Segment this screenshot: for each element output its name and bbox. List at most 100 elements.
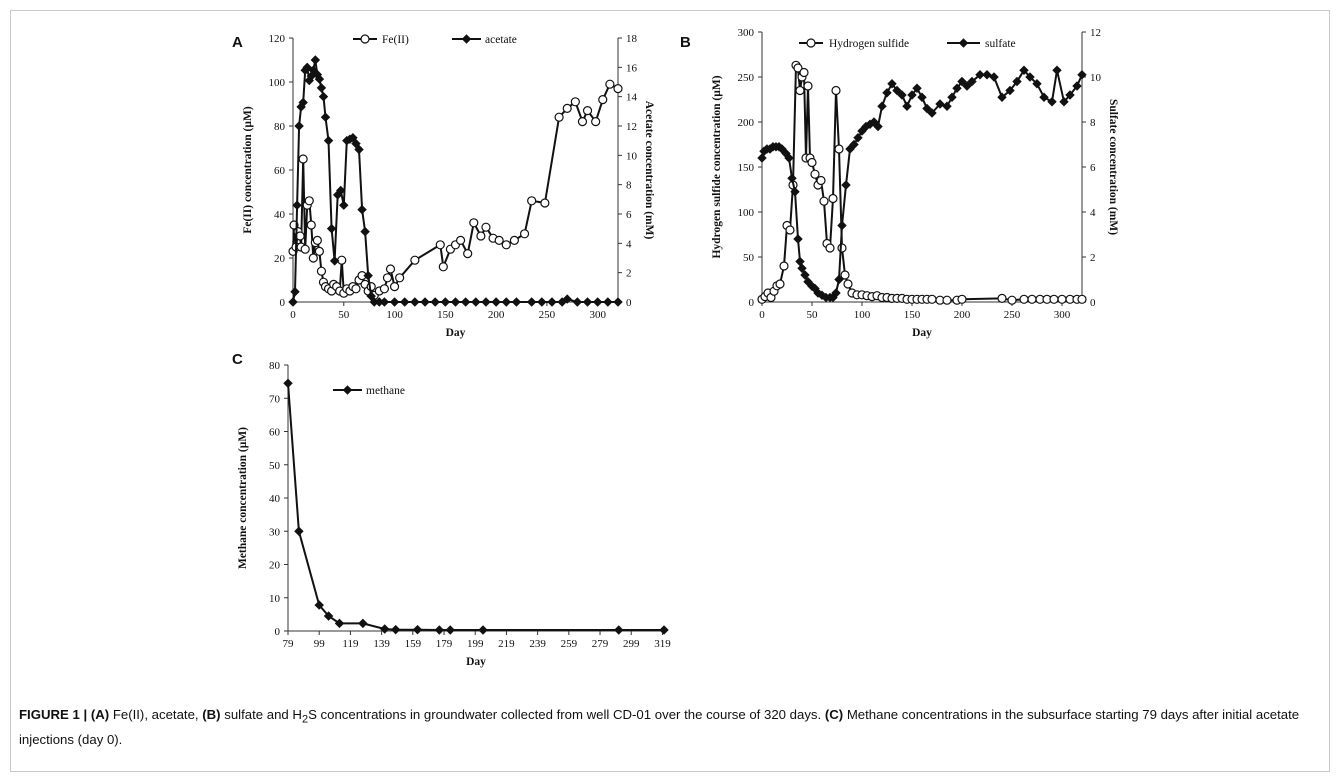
data-point [779, 261, 789, 271]
y-tick-label: 40 [269, 493, 281, 505]
data-point [455, 235, 466, 245]
data-point [927, 108, 937, 118]
data-point [1007, 295, 1017, 305]
y2-tick-label: 12 [1090, 27, 1101, 39]
y2-tick-label: 0 [626, 297, 632, 309]
x-axis-title: Day [912, 327, 932, 339]
data-point [841, 180, 851, 190]
data-point [1025, 72, 1035, 82]
data-point [790, 187, 800, 197]
data-point [314, 74, 325, 84]
data-point [877, 101, 887, 111]
data-point [873, 121, 883, 132]
data-point [318, 91, 329, 102]
y2-tick-label: 6 [1090, 162, 1096, 174]
data-point [438, 262, 448, 272]
y-tick-label: 0 [749, 297, 755, 309]
data-point [300, 244, 310, 254]
y2-tick-label: 12 [626, 121, 637, 133]
x-tick-label: 119 [342, 638, 359, 650]
y-tick-label: 0 [280, 297, 286, 309]
data-point [807, 157, 817, 168]
data-point [613, 83, 623, 94]
data-point [292, 200, 302, 210]
x-tick-label: 219 [498, 638, 515, 650]
data-point [460, 297, 471, 307]
legend-label: Fe(II) [382, 34, 409, 46]
data-point [902, 101, 912, 111]
x-tick-label: 200 [954, 309, 971, 321]
data-point [997, 293, 1007, 303]
data-point [527, 196, 537, 206]
data-point [828, 193, 838, 204]
data-point [326, 223, 337, 234]
series-line-methane [287, 383, 664, 631]
data-point [793, 234, 803, 244]
data-point [922, 103, 932, 114]
y2-tick-label: 8 [1090, 117, 1096, 129]
data-point [469, 218, 479, 228]
panel-b: B 0 50 100 150 200 250 300 0 50 100 150 200 250 300 0 2 4… [680, 27, 1119, 339]
data-point [810, 169, 820, 179]
caption-c-tag: (C) [824, 707, 844, 722]
data-point [962, 81, 972, 91]
legend-marker [806, 38, 816, 48]
data-point [1065, 90, 1075, 100]
data-point [989, 72, 999, 82]
y-tick-label: 50 [269, 460, 281, 472]
data-point [294, 526, 304, 536]
y-tick-label: 60 [269, 427, 281, 439]
x-tick-label: 99 [314, 638, 326, 650]
x-tick-label: 0 [759, 309, 765, 321]
data-point [308, 253, 318, 263]
data-point [1005, 85, 1015, 96]
data-point [435, 240, 445, 250]
y2-tick-label: 4 [1090, 207, 1096, 219]
y-tick-label: 300 [738, 27, 755, 39]
data-point [795, 256, 805, 267]
data-point [572, 297, 583, 307]
data-point [825, 243, 835, 253]
data-point [1032, 79, 1042, 89]
y2-tick-label: 10 [626, 150, 638, 162]
y-tick-label: 80 [269, 360, 281, 372]
data-point [298, 97, 308, 108]
data-point [501, 297, 512, 307]
x-tick-label: 179 [436, 638, 453, 650]
panel-letter: C [232, 351, 243, 368]
data-point [817, 290, 827, 300]
data-point [316, 266, 327, 276]
data-point [562, 294, 572, 304]
data-point [323, 135, 334, 146]
data-point [591, 116, 601, 127]
data-point [912, 83, 922, 93]
x-tick-label: 300 [589, 309, 606, 321]
x-tick-label: 300 [1054, 309, 1071, 321]
y2-tick-label: 2 [1090, 252, 1096, 264]
legend-label: methane [366, 385, 405, 397]
data-point [982, 70, 992, 80]
data-point [1012, 76, 1022, 87]
x-tick-label: 79 [283, 638, 295, 650]
panel-a: A 0 50 100 150 200 250 300 0 20 40 60 80 100 120 0 2 4 6 8 1… [232, 33, 655, 339]
y2-tick-label: 16 [626, 62, 638, 74]
y2-axis-title: Sulfate concentration (mM) [1107, 99, 1119, 235]
data-point [481, 222, 491, 232]
y2-tick-label: 4 [626, 238, 632, 250]
data-point [540, 198, 550, 208]
y-tick-label: 60 [274, 165, 286, 177]
data-point [382, 273, 393, 283]
x-tick-label: 250 [1004, 309, 1021, 321]
panel-letter: B [680, 34, 691, 51]
legend-label: acetate [485, 34, 517, 46]
panel-letter: A [232, 34, 243, 51]
data-point [967, 76, 977, 87]
x-tick-label: 319 [654, 638, 671, 650]
data-point [793, 63, 803, 73]
data-point [501, 240, 511, 250]
data-point [323, 611, 334, 621]
x-tick-label: 279 [592, 638, 609, 650]
data-point [363, 270, 373, 281]
caption-c-text: Methane concentrations in the subsurface… [19, 707, 1300, 747]
data-point [357, 204, 367, 215]
